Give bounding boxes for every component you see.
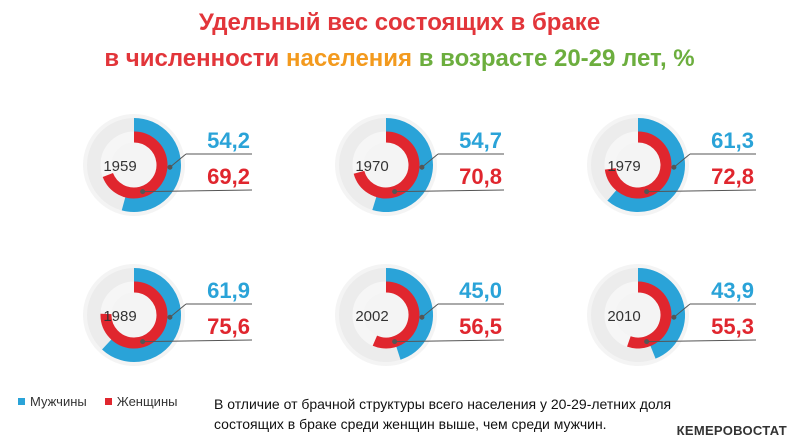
leader-dot-men xyxy=(671,314,677,320)
arc-women-2002 xyxy=(372,281,420,349)
leader-dot-men xyxy=(167,314,173,320)
legend-item-women: Женщины xyxy=(104,394,178,409)
leader-dot-women xyxy=(140,339,146,345)
value-label-men-2010: 43,9 xyxy=(711,278,754,303)
year-label-1989: 1989 xyxy=(103,308,136,325)
legend-item-men: Мужчины xyxy=(18,394,87,409)
year-label-1970: 1970 xyxy=(355,158,388,175)
leader-line-women xyxy=(646,339,757,343)
leader-line-women xyxy=(394,339,505,343)
leader-line-men xyxy=(673,303,691,318)
arc-men-1989 xyxy=(102,268,181,362)
leader-line-women xyxy=(142,339,253,343)
arc-men-1970 xyxy=(372,118,433,212)
value-label-women-1989: 75,6 xyxy=(207,314,250,339)
arc-women-1979 xyxy=(604,131,672,199)
leader-dot-women xyxy=(644,189,650,195)
leader-dot-women xyxy=(392,339,398,345)
chart-title-line-1: Удельный вес состоящих в браке xyxy=(0,8,799,38)
value-label-women-1970: 70,8 xyxy=(459,164,502,189)
leader-line-women xyxy=(646,189,757,193)
arc-men-1959 xyxy=(121,118,181,212)
title-segment: в численности xyxy=(104,45,286,72)
legend-label-women: Женщины xyxy=(116,394,178,409)
legend: Мужчины Женщины xyxy=(18,394,195,409)
year-label-2010: 2010 xyxy=(607,308,640,325)
leader-dot-women xyxy=(140,189,146,195)
leader-dot-men xyxy=(671,164,677,170)
arc-women-1989 xyxy=(100,281,168,349)
brand-logo: КЕМЕРОВОСТАТ xyxy=(676,423,787,438)
arc-men-1979 xyxy=(607,118,685,212)
value-label-women-1979: 72,8 xyxy=(711,164,754,189)
year-label-1979: 1979 xyxy=(607,158,640,175)
value-label-men-1970: 54,7 xyxy=(459,128,502,153)
title-segment: в возрасте 20-29 лет, % xyxy=(418,45,695,72)
title-segment: Удельный вес состоящих в браке xyxy=(198,9,601,36)
year-label-2002: 2002 xyxy=(355,308,388,325)
arc-women-1959 xyxy=(102,131,168,199)
title-segment: населения xyxy=(285,45,419,72)
value-label-women-2010: 55,3 xyxy=(711,314,754,339)
leader-dot-men xyxy=(419,314,425,320)
leader-line-men xyxy=(169,303,187,318)
legend-swatch-women xyxy=(104,398,112,405)
year-label-1959: 1959 xyxy=(103,158,136,175)
legend-swatch-men xyxy=(18,398,25,405)
leader-dot-men xyxy=(167,164,173,170)
chart-title-line-2: в численности населения в возрасте 20-29… xyxy=(0,44,799,74)
leader-line-women xyxy=(394,189,505,193)
leader-dot-men xyxy=(419,164,425,170)
value-label-men-1979: 61,3 xyxy=(711,128,754,153)
value-label-women-1959: 69,2 xyxy=(207,164,250,189)
value-label-men-2002: 45,0 xyxy=(459,278,502,303)
leader-line-men xyxy=(673,153,691,168)
legend-label-men: Мужчины xyxy=(30,394,87,409)
arc-men-2002 xyxy=(385,268,433,360)
leader-dot-women xyxy=(644,339,650,345)
leader-dot-women xyxy=(392,189,398,195)
value-label-men-1959: 54,2 xyxy=(207,128,250,153)
leader-line-men xyxy=(169,153,187,168)
leader-line-men xyxy=(421,303,439,318)
leader-line-men xyxy=(421,153,439,168)
value-label-men-1989: 61,9 xyxy=(207,278,250,303)
leader-line-women xyxy=(142,189,253,193)
arc-women-2010 xyxy=(627,281,672,349)
value-label-women-2002: 56,5 xyxy=(459,314,502,339)
footnote: В отличие от брачной структуры всего нас… xyxy=(214,396,672,432)
arc-men-2010 xyxy=(637,268,685,359)
arc-women-1970 xyxy=(353,131,420,199)
